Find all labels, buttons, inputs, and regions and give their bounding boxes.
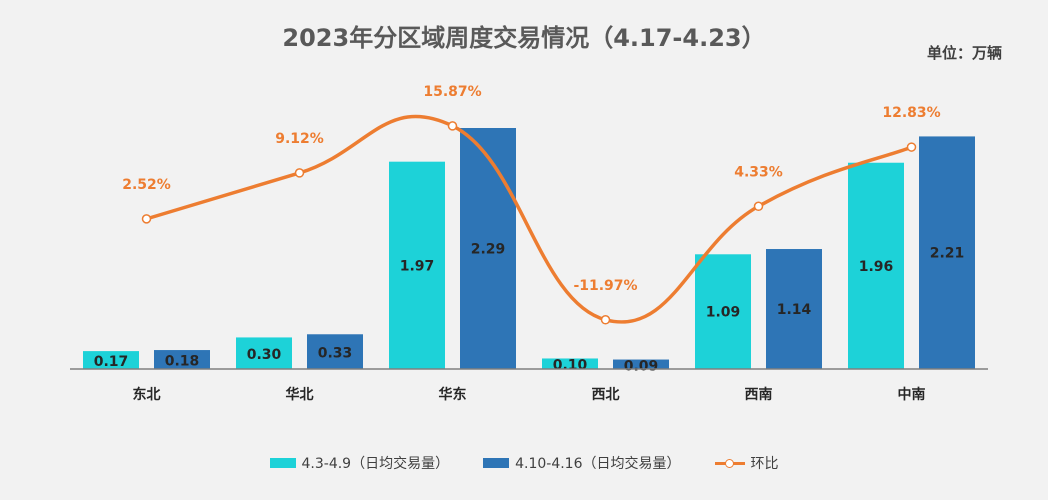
growth-label-西南: 4.33% [734,164,783,180]
bar-2-东北[interactable] [154,350,210,369]
bar-label-2-东北: 0.18 [165,354,200,370]
legend: 4.3-4.9（日均交易量） 4.10-4.16（日均交易量） 环比 [0,453,1048,473]
growth-point-西南[interactable] [753,201,764,212]
x-tick-label: 西南 [745,386,773,403]
bar-2-西北[interactable] [613,359,669,369]
bar-label-2-华东: 2.29 [471,242,506,258]
legend-label-series1: 4.3-4.9（日均交易量） [301,456,450,472]
x-tick-label: 华北 [286,386,314,403]
legend-swatch-series2 [483,458,510,468]
legend-swatch-series1 [269,458,296,468]
bar-label-1-华东: 1.97 [400,258,435,274]
growth-point-华东[interactable] [447,121,458,131]
bar-2-华北[interactable] [307,334,363,369]
bar-label-1-西南: 1.09 [706,305,741,321]
legend-swatch-growth [714,458,745,468]
x-tick-label: 西北 [592,387,620,403]
growth-point-西北[interactable] [600,315,611,325]
bar-label-1-华北: 0.30 [247,347,282,363]
legend-label-growth: 环比 [750,456,779,472]
growth-label-华北: 9.12% [275,131,324,147]
growth-point-中南[interactable] [906,142,917,152]
legend-item-series1[interactable]: 4.3-4.9（日均交易量） [269,453,450,473]
bar-1-华东[interactable] [389,161,445,369]
bar-label-1-中南: 1.96 [859,259,894,275]
legend-item-series2[interactable]: 4.10-4.16（日均交易量） [483,453,681,473]
growth-label-华东: 15.87% [423,84,481,100]
growth-label-东北: 2.52% [122,177,171,193]
bar-1-西北[interactable] [542,358,598,369]
bar-label-1-东北: 0.17 [94,354,129,370]
x-tick-label: 中南 [898,386,926,403]
bar-label-2-华北: 0.33 [318,346,353,362]
chart-title: 2023年分区域周度交易情况（4.17-4.23） [282,24,766,52]
bar-label-1-西北: 0.10 [553,358,588,374]
growth-point-东北[interactable] [141,214,152,224]
bar-1-华北[interactable] [236,337,292,369]
bar-1-西南[interactable] [695,254,751,369]
growth-point-华北[interactable] [294,168,305,178]
bar-2-华东[interactable] [460,128,516,369]
bar-2-西南[interactable] [766,249,822,369]
growth-label-西北: -11.97% [573,278,637,294]
bar-label-2-西北: 0.09 [624,358,659,374]
unit-label: 单位：万辆 [926,44,1002,62]
legend-item-growth[interactable]: 环比 [714,453,779,473]
legend-label-series2: 4.10-4.16（日均交易量） [515,456,681,472]
bar-label-2-西南: 1.14 [777,302,812,318]
bar-1-中南[interactable] [848,162,904,369]
bar-2-中南[interactable] [919,136,975,369]
growth-label-中南: 12.83% [882,105,940,121]
x-tick-label: 华东 [439,386,467,403]
bar-1-东北[interactable] [83,351,139,369]
bar-label-2-中南: 2.21 [930,246,965,262]
x-tick-label: 东北 [133,386,161,403]
